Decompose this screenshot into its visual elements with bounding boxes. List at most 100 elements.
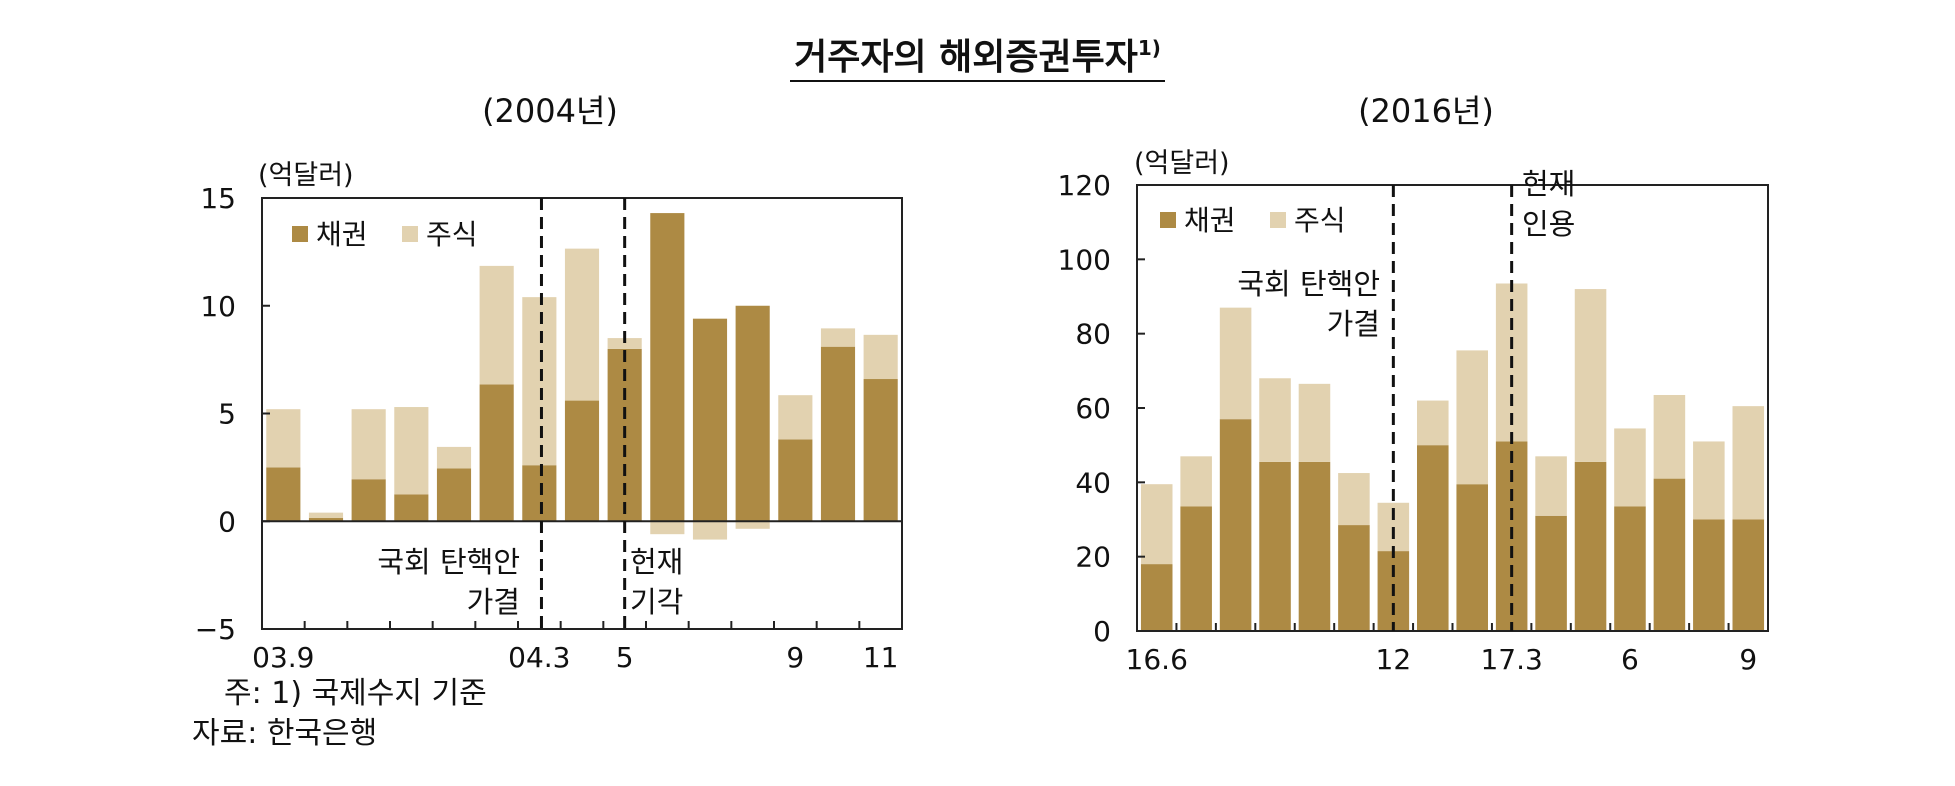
bar-stock [607,338,642,349]
bar-stock [522,297,557,466]
event-annotation: 헌재 [630,545,683,579]
bar-stock [1732,406,1765,520]
bar-stock [692,521,728,540]
bar-bond [1259,461,1291,631]
bar-bond [820,346,856,522]
bar-bond [394,494,429,522]
bar-bond [863,379,898,522]
y-tick-label: 15 [200,182,236,215]
chart-subtitle: (2016년) [1358,92,1494,130]
y-tick-label: 20 [1075,541,1111,574]
bar-bond [564,400,600,522]
bar-bond [1653,478,1686,631]
bar-bond [735,305,770,522]
bar-bond [1456,484,1488,631]
bar-bond [351,479,386,522]
y-axis-unit: (억달러) [258,160,354,191]
event-annotation: 헌재 [1522,167,1575,201]
legend-swatch [402,226,418,242]
y-tick-label: 0 [218,505,236,538]
bar-bond [522,465,557,522]
bar-bond [1298,461,1331,631]
event-annotation: 가결 [1327,307,1380,341]
bar-stock [479,265,514,385]
x-tick-label: 04.3 [508,641,570,674]
bar-bond [692,318,728,522]
legend-label: 주식 [426,218,478,251]
x-tick-label: 12 [1376,643,1412,676]
y-tick-label: 10 [200,290,236,323]
x-tick-label: 16.6 [1126,643,1188,676]
x-tick-label: 9 [1739,643,1757,676]
bar-stock [1535,456,1567,516]
bar-stock [1298,383,1331,462]
x-tick-label: 03.9 [252,641,314,674]
bar-bond [1140,564,1173,631]
y-tick-label: −5 [195,613,236,646]
source-note: 자료: 한국은행 [192,716,378,751]
bar-stock [1574,289,1607,462]
bar-stock [351,409,386,480]
event-annotation: 국회 탄핵안 [1237,267,1380,301]
bar-stock [308,512,344,519]
legend-swatch [1270,212,1286,228]
footnote: 주: 1) 국제수지 기준 [224,676,487,711]
bar-stock [1338,473,1370,526]
bar-bond [308,518,344,522]
y-tick-label: 120 [1058,169,1111,202]
bar-bond [1180,506,1212,631]
bar-stock [1180,456,1212,507]
legend-swatch [292,226,308,242]
y-tick-label: 0 [1093,615,1111,648]
bar-bond [1535,515,1567,631]
bar-bond [1219,419,1252,631]
event-annotation: 국회 탄핵안 [377,545,520,579]
bar-stock [1693,441,1725,520]
bar-stock [266,409,301,468]
event-annotation: 인용 [1522,207,1575,241]
bar-stock [1653,394,1686,479]
bar-bond [1417,445,1449,631]
bar-stock [564,248,600,401]
bar-bond [1732,519,1765,631]
bar-stock [1417,400,1449,446]
y-tick-label: 80 [1075,318,1111,351]
bar-stock [394,407,429,495]
bar-stock [778,395,813,440]
bar-bond [436,468,472,522]
bar-bond [479,384,514,522]
legend-swatch [1160,212,1176,228]
x-tick-label: 6 [1621,643,1639,676]
x-tick-label: 17.3 [1480,643,1542,676]
bar-bond [1614,506,1646,631]
bar-stock [820,328,856,347]
bar-stock [863,334,898,380]
bar-bond [1693,519,1725,631]
bar-bond [650,213,685,522]
bar-stock [1456,350,1488,485]
bar-stock [1219,307,1252,420]
x-tick-label: 9 [786,641,804,674]
bar-bond [1574,461,1607,631]
bar-stock [650,521,685,535]
event-annotation: 가결 [467,585,520,619]
x-tick-label: 5 [616,641,634,674]
bar-bond [1338,525,1370,631]
chart-subtitle: (2004년) [482,92,618,130]
bar-bond [778,439,813,522]
chart-2004 [261,197,903,630]
x-tick-label: 11 [863,641,899,674]
bar-stock [1614,428,1646,507]
y-tick-label: 40 [1075,466,1111,499]
y-tick-label: 100 [1058,243,1111,276]
y-axis-unit: (억달러) [1134,148,1230,179]
chart-title-text: 거주자의 해외증권투자 [794,37,1138,78]
bar-bond [266,467,301,522]
legend-label: 주식 [1294,204,1346,237]
title-footnote-mark: 1) [1137,36,1161,60]
chart-title: 거주자의 해외증권투자1) [0,28,1955,82]
y-tick-label: 60 [1075,392,1111,425]
bar-stock [735,521,770,529]
y-tick-label: 5 [218,398,236,431]
